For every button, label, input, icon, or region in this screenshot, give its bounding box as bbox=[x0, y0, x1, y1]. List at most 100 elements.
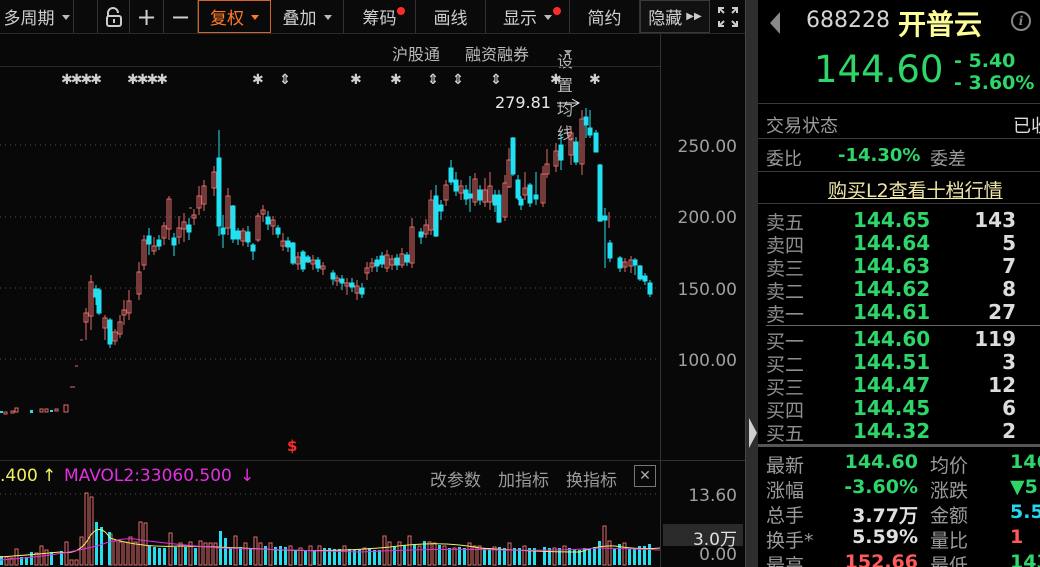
simple-mode-button[interactable]: 简约 bbox=[570, 0, 640, 33]
multi-period-label: 多周期 bbox=[3, 9, 55, 29]
hsgt-link[interactable]: 沪股通 bbox=[392, 45, 441, 64]
divider bbox=[758, 203, 1040, 204]
stat-row-high: 最高 152.66 最低 143 bbox=[758, 551, 1040, 567]
down-candles bbox=[93, 108, 653, 348]
kline-chart[interactable]: 279.81 $ bbox=[0, 67, 660, 460]
event-marker-icon[interactable]: ⇕ bbox=[427, 72, 439, 88]
info-icon[interactable]: i bbox=[1011, 11, 1031, 31]
vol-current-box bbox=[663, 524, 743, 546]
ask-row-3[interactable]: 卖三 144.63 7 bbox=[758, 254, 1040, 280]
event-marker-icon[interactable]: ✱ bbox=[390, 72, 402, 88]
chevron-down-icon bbox=[251, 15, 259, 20]
stat-label: 量比 bbox=[930, 530, 969, 552]
vol-y-top: 13.60 bbox=[688, 486, 737, 506]
bid-level: 买五 bbox=[766, 423, 805, 445]
event-marker-icon[interactable]: ⇕ bbox=[279, 72, 291, 88]
y-tick-200: 200.00 bbox=[677, 208, 737, 228]
bid-row-4[interactable]: 买四 144.45 6 bbox=[758, 396, 1040, 422]
event-marker-icon[interactable]: ✱ bbox=[550, 72, 562, 88]
stat-value: 146 bbox=[1010, 451, 1040, 473]
stat-value: 143 bbox=[1010, 551, 1040, 567]
hide-label: 隐藏 bbox=[648, 9, 683, 29]
event-marker-icon[interactable]: ✱ bbox=[252, 72, 264, 88]
ask-row-2[interactable]: 卖二 144.62 8 bbox=[758, 277, 1040, 303]
vol-up-arrow-icon: ↑ bbox=[42, 466, 57, 486]
event-marker-icon[interactable]: ⇕ bbox=[452, 72, 464, 88]
volume-bars bbox=[0, 492, 661, 566]
close-indicator-button[interactable]: ✕ bbox=[634, 465, 656, 487]
bid-volume: 12 bbox=[988, 373, 1016, 397]
lock-button[interactable] bbox=[97, 0, 130, 33]
stat-label: 最低 bbox=[930, 555, 969, 567]
edit-params-button[interactable]: 改参数 bbox=[430, 471, 481, 491]
grid-lines bbox=[0, 144, 660, 360]
ask-volume: 27 bbox=[988, 300, 1016, 324]
switch-indicator-button[interactable]: 换指标 bbox=[566, 471, 617, 491]
stat-label: 总手 bbox=[766, 505, 805, 527]
overlay-button[interactable]: 叠加 bbox=[271, 0, 344, 33]
stat-value: ▼5 bbox=[1010, 476, 1038, 498]
bid-level: 买四 bbox=[766, 400, 805, 422]
multi-period-button[interactable]: 多周期 bbox=[0, 0, 74, 33]
ask-level: 卖五 bbox=[766, 212, 805, 234]
bid-price: 144.51 bbox=[853, 350, 931, 374]
stat-value: 5.5 bbox=[1010, 501, 1040, 523]
hide-button[interactable]: 隐藏 ▶▶ bbox=[640, 0, 710, 33]
collapse-arrow-icon[interactable] bbox=[749, 418, 757, 448]
display-label: 显示 bbox=[503, 9, 537, 29]
panel-splitter[interactable] bbox=[745, 0, 758, 567]
weicha-label: 委差 bbox=[930, 149, 966, 170]
back-arrow-icon[interactable] bbox=[770, 12, 780, 34]
buy-l2-link[interactable]: 购买L2查看十档行情 bbox=[828, 180, 1003, 202]
notification-dot-icon bbox=[397, 7, 405, 15]
bid-row-5[interactable]: 买五 144.32 2 bbox=[758, 419, 1040, 445]
mavol2-down-arrow-icon: ↓ bbox=[240, 466, 255, 486]
minus-icon: − bbox=[170, 2, 191, 31]
chevron-down-icon bbox=[323, 15, 332, 20]
fullscreen-button[interactable] bbox=[710, 0, 745, 33]
bid-row-2[interactable]: 买二 144.51 3 bbox=[758, 350, 1040, 376]
event-marker-icon[interactable]: ✱✱✱✱ bbox=[127, 72, 168, 88]
event-marker-icon[interactable]: ✱ bbox=[589, 72, 601, 88]
chips-button[interactable]: 筹码 bbox=[344, 0, 416, 33]
y-tick-100: 100.00 bbox=[677, 351, 737, 371]
stat-row-latest: 最新 144.60 均价 146 bbox=[758, 451, 1040, 477]
display-button[interactable]: 显示 bbox=[486, 0, 570, 33]
ask-row-4[interactable]: 卖四 144.64 5 bbox=[758, 231, 1040, 257]
add-indicator-button[interactable]: 加指标 bbox=[498, 471, 549, 491]
y-tick-150: 150.00 bbox=[677, 280, 737, 300]
ask-row-1[interactable]: 卖一 144.61 27 bbox=[758, 300, 1040, 326]
signal-s-icon[interactable]: $ bbox=[287, 437, 298, 455]
overlay-label: 叠加 bbox=[282, 9, 317, 29]
ask-level: 卖三 bbox=[766, 258, 805, 280]
bid-volume: 3 bbox=[1002, 350, 1016, 374]
event-marker-icon[interactable]: ✱✱✱✱ bbox=[61, 72, 102, 88]
divider bbox=[0, 66, 660, 67]
margin-trading-link[interactable]: 融资融券 bbox=[465, 45, 530, 64]
ask-row-5[interactable]: 卖五 144.65 143 bbox=[758, 208, 1040, 234]
stat-label: 涨跌 bbox=[930, 480, 969, 502]
candlestick-plot: 279.81 bbox=[0, 93, 660, 415]
adjust-rights-button[interactable]: 复权 bbox=[198, 0, 271, 33]
zoom-out-button[interactable]: − bbox=[164, 0, 198, 33]
ask-volume: 8 bbox=[1002, 277, 1016, 301]
stat-value: -3.60% bbox=[844, 476, 918, 498]
divider bbox=[758, 171, 1040, 172]
draw-line-button[interactable]: 画线 bbox=[416, 0, 486, 33]
bid-row-1[interactable]: 买一 144.60 119 bbox=[758, 327, 1040, 353]
quote-panel: 688228 开普云 i 144.60 - 5.40 - 3.60% 交易状态 … bbox=[758, 0, 1040, 567]
stat-label: 最新 bbox=[766, 455, 805, 477]
bid-level: 买三 bbox=[766, 377, 805, 399]
event-marker-icon[interactable]: ✱ bbox=[350, 72, 362, 88]
chevron-down-icon bbox=[61, 15, 70, 20]
volume-chart[interactable] bbox=[0, 490, 661, 567]
chevron-down-icon bbox=[544, 15, 552, 20]
event-marker-icon[interactable]: ⇕ bbox=[490, 72, 502, 88]
ask-volume: 5 bbox=[1002, 231, 1016, 255]
bid-row-3[interactable]: 买三 144.47 12 bbox=[758, 373, 1040, 399]
stat-row-turnover: 换手* 5.59% 量比 1 bbox=[758, 526, 1040, 552]
draw-line-label: 画线 bbox=[433, 9, 468, 29]
bid-price: 144.60 bbox=[853, 327, 931, 351]
adjust-rights-label: 复权 bbox=[210, 9, 244, 29]
zoom-in-button[interactable]: + bbox=[130, 0, 164, 33]
